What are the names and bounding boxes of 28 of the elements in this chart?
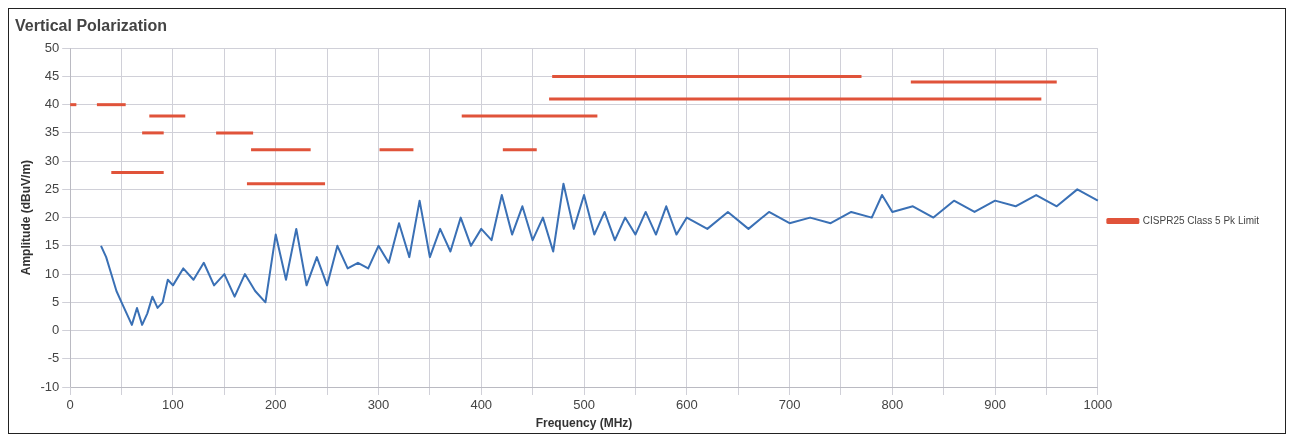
x-tick-label: 0: [66, 397, 74, 413]
x-tick-label: 600: [675, 397, 698, 413]
x-tick-label: 300: [367, 397, 390, 413]
y-tick-label: 20: [44, 209, 60, 225]
x-tick-label: 500: [573, 397, 595, 413]
x-tick-label: 900: [984, 397, 1006, 413]
y-tick-label: 50: [44, 39, 60, 55]
y-tick-label: 40: [44, 96, 60, 112]
y-tick-label: -5: [47, 350, 60, 366]
x-tick-label: 100: [162, 397, 184, 413]
y-tick-label: 25: [44, 180, 60, 196]
chart-title: Vertical Polarization: [15, 17, 168, 35]
x-axis-title: Frequency (MHz): [535, 416, 633, 431]
y-tick-label: 15: [44, 237, 60, 253]
x-tick-label: 1000: [1083, 397, 1113, 413]
x-tick-label: 700: [778, 397, 801, 413]
y-tick-label: 35: [44, 124, 60, 140]
y-tick-label: 10: [44, 265, 60, 281]
y-axis-title: Amplitude (dBuV/m): [18, 159, 33, 276]
legend-label: CISPR25 Class 5 Pk Limit: [1142, 214, 1260, 226]
y-tick-label: 45: [44, 68, 60, 84]
y-tick-label: 5: [51, 293, 60, 309]
x-tick-label: 400: [470, 397, 493, 413]
y-tick-label: 0: [51, 322, 60, 338]
x-tick-label: 200: [264, 397, 287, 413]
x-tick-label: 800: [881, 397, 904, 413]
y-tick-label: 30: [44, 152, 60, 168]
y-tick-label: -10: [40, 378, 60, 394]
